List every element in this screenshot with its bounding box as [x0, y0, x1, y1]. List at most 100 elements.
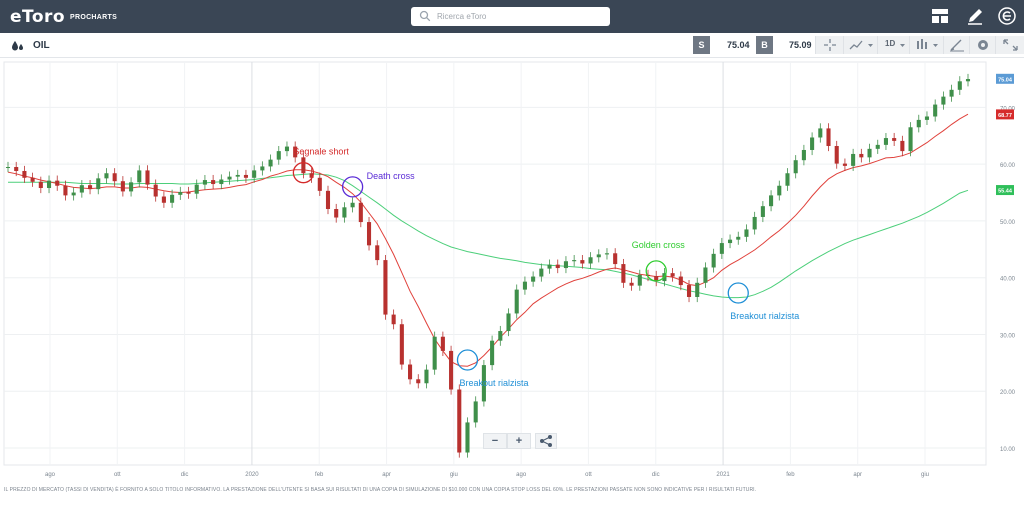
sell-button[interactable]: S: [693, 36, 710, 54]
annotation-circle: [292, 162, 315, 184]
y-tick-label: 50.00: [1000, 220, 1016, 226]
candle-body: [490, 340, 495, 366]
y-tick-label: 20.00: [1000, 390, 1016, 396]
candle-body: [900, 140, 905, 152]
candle-body: [539, 268, 544, 277]
candle-body: [588, 257, 593, 264]
indicators-button[interactable]: [909, 36, 943, 54]
candle-body: [235, 174, 240, 177]
candle-body: [252, 170, 257, 178]
candle-body: [112, 173, 117, 182]
chart-canvas[interactable]: 10.0020.0030.0040.0050.0060.0070.00agoot…: [0, 58, 1024, 485]
candle-body: [859, 153, 864, 158]
candle-body: [604, 253, 610, 255]
layout-icon[interactable]: [929, 6, 951, 26]
zoom-out-button[interactable]: −: [483, 433, 507, 449]
candle-body: [243, 174, 248, 178]
annotation-label: Death cross: [367, 171, 416, 181]
candle-body: [383, 260, 388, 315]
candle-body: [867, 148, 872, 158]
candle-body: [965, 79, 971, 82]
candle-body: [563, 261, 568, 269]
candle-body: [621, 264, 626, 283]
candle-body: [5, 167, 11, 169]
candle-body: [941, 96, 946, 105]
search-input[interactable]: [437, 9, 602, 24]
candle-body: [810, 137, 815, 150]
zoom-in-button[interactable]: +: [507, 433, 531, 449]
candle-body: [268, 159, 273, 167]
candle-body: [670, 273, 675, 277]
instrument-name[interactable]: OIL: [33, 40, 50, 51]
candle-body: [842, 163, 847, 166]
fullscreen-button[interactable]: [995, 36, 1024, 54]
candle-body: [785, 173, 790, 186]
x-tick-label: feb: [786, 472, 795, 478]
price-chart[interactable]: 10.0020.0030.0040.0050.0060.0070.00agoot…: [0, 58, 1024, 485]
x-tick-label: giu: [450, 472, 458, 478]
candle-body: [170, 194, 175, 203]
plot-area: [3, 61, 987, 466]
sell-price: 75.04: [727, 40, 750, 50]
candle-body: [284, 146, 290, 152]
candle-body: [276, 151, 281, 160]
chart-type-button[interactable]: [843, 36, 877, 54]
x-tick-label: ott: [585, 472, 592, 478]
y-tick-label: 10.00: [1000, 447, 1016, 453]
candle-body: [424, 369, 429, 384]
share-icon: [540, 435, 552, 447]
annotation-label: Breakout rialzista: [730, 311, 799, 321]
search-box[interactable]: [411, 7, 610, 26]
candle-body: [522, 281, 527, 290]
candle-body: [826, 128, 831, 147]
share-button[interactable]: [535, 433, 557, 449]
price-badge-label: 75.04: [998, 77, 1013, 83]
candle-body: [572, 260, 577, 262]
price-badge-label: 55.44: [998, 189, 1013, 195]
candle-body: [366, 222, 372, 246]
x-tick-label: dic: [181, 472, 189, 478]
annotation-label: Breakout rialzista: [459, 378, 528, 388]
candle-body: [736, 236, 741, 240]
candle-body: [399, 324, 404, 365]
candle-body: [145, 170, 150, 185]
candle-body: [883, 138, 888, 145]
fast-ma-line: [7, 113, 969, 367]
candle-body: [137, 170, 142, 183]
candle-body: [481, 365, 486, 402]
candle-body: [375, 245, 380, 261]
candle-body: [14, 167, 19, 171]
candle-body: [260, 166, 265, 171]
candle-body: [30, 177, 35, 182]
candle-body: [301, 157, 306, 174]
indicators-icon: [917, 39, 938, 49]
disclaimer-text: IL PREZZO DI MERCATO (TASSI DI VENDITA) …: [4, 487, 757, 493]
procharts-label: PROCHARTS: [70, 14, 118, 21]
etoro-logo[interactable]: eToro: [10, 7, 66, 27]
draw-button[interactable]: [943, 36, 969, 54]
candle-body: [711, 253, 716, 268]
candle-body: [194, 184, 199, 194]
candle-body: [440, 336, 445, 351]
etoro-e-icon[interactable]: [996, 6, 1018, 26]
candle-body: [777, 185, 782, 196]
buy-button[interactable]: B: [756, 36, 773, 54]
period-button[interactable]: 1D: [877, 36, 909, 54]
candle-body: [153, 184, 158, 197]
draw-icon: [950, 39, 964, 52]
annotation-circle: [727, 282, 749, 304]
candle-body: [637, 274, 642, 286]
annotation-label: Golden cross: [632, 240, 686, 250]
crosshair-button[interactable]: [815, 36, 843, 54]
price-badge: [996, 109, 1014, 120]
candle-body: [178, 191, 183, 195]
candle-body: [949, 89, 954, 97]
pencil-icon[interactable]: [964, 6, 986, 26]
annotation-circle: [456, 349, 479, 371]
candle-body: [654, 275, 659, 282]
candle-body: [908, 127, 913, 152]
settings-button[interactable]: [969, 36, 995, 54]
top-navigation-bar: eToro PROCHARTS: [0, 0, 1024, 33]
candle-body: [769, 195, 774, 207]
candle-body: [686, 285, 692, 297]
